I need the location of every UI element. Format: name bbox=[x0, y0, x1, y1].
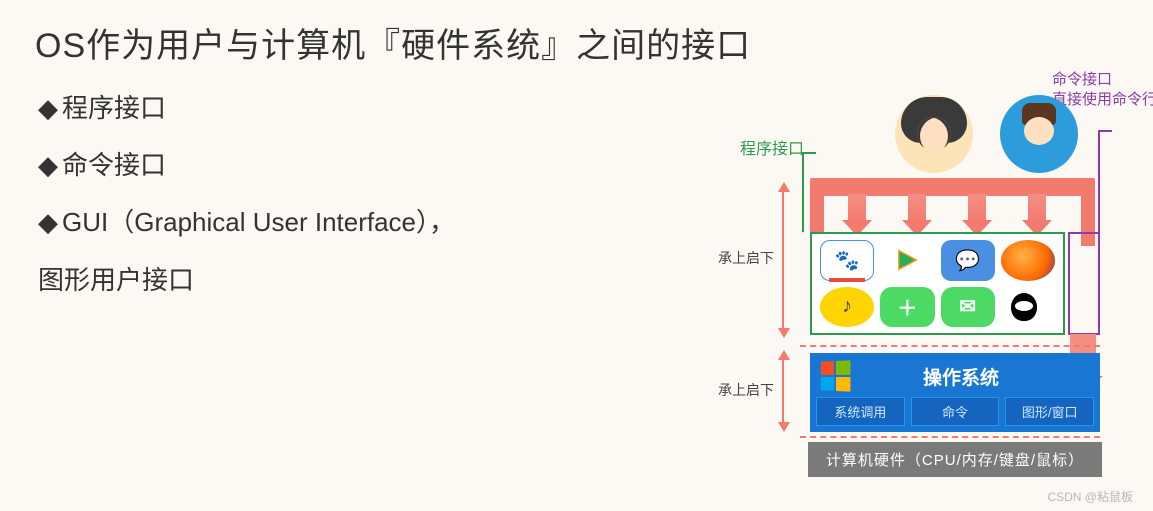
command-interface-box bbox=[1068, 232, 1100, 335]
user-avatar-boy bbox=[1000, 95, 1078, 173]
os-btn-command: 命令 bbox=[911, 397, 1000, 426]
architecture-diagram: 程序接口 命令接口 直接使用命令行 承上启下 承上启下 🐾 💬 ♪ ＋ ✉ 操作… bbox=[730, 90, 1130, 490]
bullet-3: ◆GUI（Graphical User Interface）， bbox=[38, 194, 455, 251]
user-avatar-girl bbox=[895, 95, 973, 173]
program-interface-label: 程序接口 bbox=[740, 135, 804, 159]
bullet-4: 图形用户接口 bbox=[38, 252, 455, 309]
watermark-text: CSDN @粘鼠板 bbox=[1047, 488, 1133, 505]
command-interface-label: 命令接口 直接使用命令行 bbox=[1052, 70, 1153, 109]
title-bracket: 『硬件系统』 bbox=[366, 27, 576, 65]
down-arrow-icon bbox=[1028, 194, 1046, 222]
os-header: 操作系统 bbox=[816, 359, 1094, 397]
title-pre: OS作为用户与计算机 bbox=[35, 27, 366, 65]
wechat-icon: ✉ bbox=[941, 287, 995, 328]
qq-icon bbox=[1001, 287, 1055, 328]
title-post: 之间的接口 bbox=[576, 27, 751, 65]
firefox-icon bbox=[1001, 240, 1055, 281]
music-icon: ♪ bbox=[820, 287, 874, 328]
slide-title: OS作为用户与计算机『硬件系统』之间的接口 bbox=[35, 18, 751, 67]
vertical-brace-lower bbox=[782, 358, 796, 424]
down-arrow-icon bbox=[908, 194, 926, 222]
layer-divider-2 bbox=[800, 436, 1100, 438]
os-title: 操作系统 bbox=[860, 363, 1090, 390]
os-interface-row: 系统调用 命令 图形/窗口 bbox=[816, 397, 1094, 426]
hardware-layer-bar: 计算机硬件（CPU/内存/键盘/鼠标） bbox=[808, 442, 1102, 477]
bullet-2: ◆命令接口 bbox=[38, 137, 455, 194]
plus-icon: ＋ bbox=[880, 287, 934, 328]
os-btn-gui: 图形/窗口 bbox=[1005, 397, 1094, 426]
bullet-1: ◆程序接口 bbox=[38, 80, 455, 137]
layer-divider-1 bbox=[800, 345, 1100, 347]
os-btn-syscall: 系统调用 bbox=[816, 397, 905, 426]
down-arrow-icon bbox=[968, 194, 986, 222]
bullet-list: ◆程序接口 ◆命令接口 ◆GUI（Graphical User Interfac… bbox=[38, 80, 455, 309]
windows-logo-icon bbox=[821, 360, 851, 391]
down-arrow-icon bbox=[848, 194, 866, 222]
os-layer-block: 操作系统 系统调用 命令 图形/窗口 bbox=[810, 353, 1100, 432]
vertical-label-lower: 承上启下 bbox=[718, 380, 774, 400]
program-interface-line bbox=[802, 152, 804, 232]
application-layer-box: 🐾 💬 ♪ ＋ ✉ bbox=[810, 232, 1065, 335]
vertical-label-upper: 承上启下 bbox=[718, 248, 774, 268]
baidu-icon: 🐾 bbox=[820, 240, 874, 281]
vertical-brace-upper bbox=[782, 190, 796, 330]
chat-icon: 💬 bbox=[941, 240, 995, 281]
tencent-video-icon bbox=[880, 240, 934, 281]
